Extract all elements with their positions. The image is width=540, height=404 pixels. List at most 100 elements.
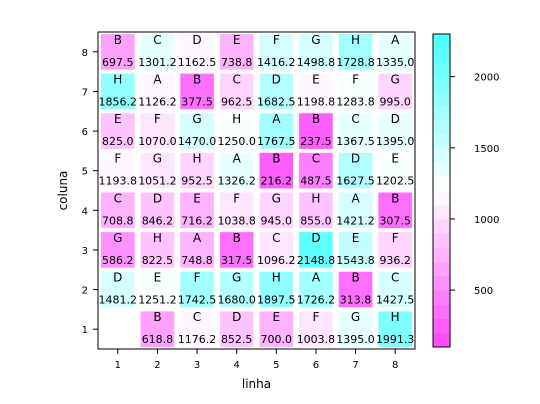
x-tick-label: 4 [234, 360, 240, 371]
cell-value-label: 1198.8 [297, 95, 336, 108]
cell-letter-label: F [352, 72, 359, 86]
colorbar-swatch [433, 304, 450, 319]
cell-letter-label: F [233, 191, 240, 205]
cell-letter-label: E [273, 310, 281, 324]
colorbar-swatch [433, 105, 450, 120]
cell-value-label: 1498.8 [297, 56, 336, 69]
cell-value-label: 1202.5 [376, 175, 415, 188]
cell-letter-label: B [312, 112, 320, 126]
y-tick-label: 5 [82, 167, 88, 178]
cell-value-label: 822.5 [142, 254, 174, 267]
cell-letter-label: D [272, 72, 281, 86]
cell-letter-label: G [391, 72, 400, 86]
cell-value-label: 1003.8 [297, 333, 336, 346]
colorbar-swatch [433, 34, 450, 49]
x-tick-label: 2 [154, 360, 160, 371]
cell-value-label: 936.2 [379, 254, 411, 267]
cell-value-label: 1682.5 [257, 95, 296, 108]
cell-letter-label: D [351, 152, 360, 166]
colorbar-tick-label: 2000 [474, 73, 499, 84]
cell-value-label: 700.0 [261, 333, 293, 346]
colorbar-swatch [433, 191, 450, 206]
x-tick-label: 3 [194, 360, 200, 371]
cell-value-label: 1395.0 [336, 333, 375, 346]
cell-value-label: 216.2 [261, 175, 293, 188]
cell-value-label: 1162.5 [178, 56, 217, 69]
cell-value-label: 962.5 [221, 95, 253, 108]
colorbar-swatch [433, 134, 450, 149]
colorbar-swatch [433, 276, 450, 291]
y-tick-label: 8 [82, 48, 88, 59]
x-tick-label: 1 [115, 360, 121, 371]
cell-letter-label: B [391, 191, 399, 205]
cell-value-label: 317.5 [221, 254, 253, 267]
cell-value-label: 586.2 [102, 254, 134, 267]
cell-letter-label: A [233, 152, 242, 166]
y-tick-label: 3 [82, 246, 88, 257]
cell-letter-label: F [154, 112, 161, 126]
cell-value-label: 313.8 [340, 294, 372, 307]
cell-value-label: 1680.0 [217, 294, 256, 307]
cell-value-label: 748.8 [181, 254, 213, 267]
cell-value-label: 952.5 [181, 175, 213, 188]
colorbar-swatch [433, 247, 450, 262]
cell-letter-label: D [391, 112, 400, 126]
cell-value-label: 1301.2 [138, 56, 177, 69]
cell-value-label: 738.8 [221, 56, 253, 69]
cell-letter-label: G [192, 112, 201, 126]
cell-letter-label: G [272, 191, 281, 205]
cell-value-label: 1367.5 [336, 135, 375, 148]
colorbar-swatch [433, 119, 450, 134]
cell-letter-label: A [312, 271, 321, 285]
cell-letter-label: A [272, 112, 281, 126]
cell-value-label: 995.0 [379, 95, 411, 108]
cell-letter-label: C [114, 191, 122, 205]
cell-letter-label: H [153, 231, 162, 245]
cell-value-label: 1767.5 [257, 135, 296, 148]
colorbar-swatch [433, 262, 450, 277]
cell-letter-label: A [193, 231, 202, 245]
cell-letter-label: E [352, 231, 360, 245]
cell-value-label: 716.2 [181, 214, 213, 227]
cell-letter-label: H [391, 310, 400, 324]
cell-value-label: 945.0 [261, 214, 293, 227]
cell-value-label: 237.5 [300, 135, 332, 148]
cell-letter-label: F [273, 33, 280, 47]
cell-value-label: 1416.2 [257, 56, 296, 69]
colorbar-swatch [433, 48, 450, 63]
colorbar-swatch [433, 91, 450, 106]
cell-letter-label: G [232, 271, 241, 285]
cell-letter-label: D [311, 231, 320, 245]
cell-letter-label: H [311, 191, 320, 205]
cell-value-label: 846.2 [142, 214, 174, 227]
cell-value-label: 487.5 [300, 175, 332, 188]
x-tick-label: 5 [273, 360, 279, 371]
x-tick-label: 7 [352, 360, 358, 371]
cell-letter-label: G [311, 33, 320, 47]
cell-letter-label: H [193, 152, 202, 166]
cell-letter-label: H [351, 33, 360, 47]
y-axis-label: coluna [56, 171, 70, 211]
cell-letter-label: E [193, 191, 201, 205]
cell-value-label: 1543.8 [336, 254, 375, 267]
x-tick-label: 8 [392, 360, 398, 371]
cell-letter-label: G [113, 231, 122, 245]
cell-value-label: 1051.2 [138, 175, 177, 188]
colorbar-swatch [433, 148, 450, 163]
cell-letter-label: B [153, 310, 161, 324]
cell-value-label: 1427.5 [376, 294, 415, 307]
cell-letter-label: F [392, 231, 399, 245]
cell-value-label: 708.8 [102, 214, 134, 227]
cell-value-label: 1335.0 [376, 56, 415, 69]
cell-value-label: 1470.0 [178, 135, 217, 148]
y-tick-label: 2 [82, 286, 88, 297]
cell-value-label: 1856.2 [99, 95, 138, 108]
cell-value-label: 1326.2 [217, 175, 256, 188]
cell-letter-label: B [233, 231, 241, 245]
colorbar-tick-label: 500 [474, 286, 493, 297]
cell-letter-label: B [193, 72, 201, 86]
cell-value-label: 1096.2 [257, 254, 296, 267]
cell-letter-label: D [153, 191, 162, 205]
cell-letter-label: A [391, 33, 400, 47]
